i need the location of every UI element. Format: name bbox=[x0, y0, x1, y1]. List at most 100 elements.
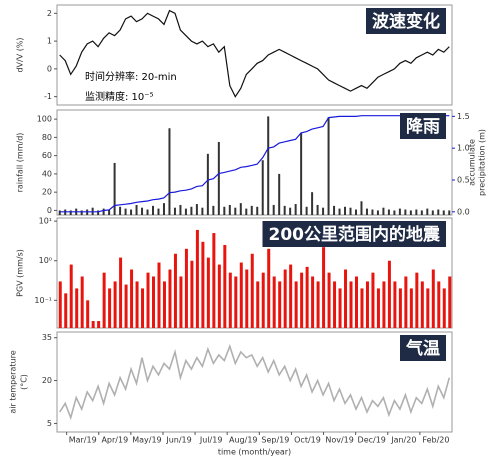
series-line bbox=[59, 343, 451, 421]
bar bbox=[294, 281, 298, 328]
x-tick-label: Jul/19 bbox=[199, 436, 223, 445]
bar bbox=[152, 205, 155, 215]
bar bbox=[267, 248, 271, 328]
bar bbox=[404, 209, 407, 215]
y-tick-label: 0 bbox=[47, 206, 52, 215]
bar bbox=[75, 288, 79, 328]
bar bbox=[398, 208, 401, 215]
bar bbox=[58, 281, 62, 328]
x-tick-label: Feb/20 bbox=[422, 436, 449, 445]
bar bbox=[316, 204, 319, 215]
bar bbox=[69, 264, 73, 328]
bar bbox=[119, 206, 122, 215]
bar bbox=[228, 204, 231, 215]
panel-frame bbox=[56, 4, 453, 106]
bar bbox=[404, 276, 408, 328]
panel-title: 波速变化 bbox=[372, 11, 440, 32]
bar bbox=[113, 162, 116, 215]
bar bbox=[289, 207, 292, 215]
bar bbox=[415, 272, 419, 328]
x-tick-label: Sep/19 bbox=[261, 436, 289, 445]
y-tick-label: 10¹ bbox=[39, 217, 52, 226]
bar bbox=[316, 281, 320, 328]
bar bbox=[360, 201, 363, 215]
bar bbox=[305, 206, 308, 215]
series-line bbox=[59, 115, 450, 213]
bar bbox=[146, 272, 150, 328]
bar bbox=[333, 205, 336, 215]
label-box-bg bbox=[262, 221, 446, 247]
x-axis-label: time (month/year) bbox=[218, 448, 291, 457]
bar bbox=[322, 247, 326, 328]
bar bbox=[420, 281, 424, 328]
y2-axis-label: precipitation (m) bbox=[478, 129, 487, 196]
bar bbox=[448, 210, 451, 215]
bar bbox=[283, 205, 286, 215]
x-tick-label: Apr/19 bbox=[101, 436, 128, 445]
panel-frame bbox=[56, 331, 453, 433]
bar bbox=[415, 209, 418, 215]
bar bbox=[371, 272, 375, 328]
bar bbox=[173, 207, 176, 215]
bar bbox=[190, 260, 194, 328]
y-tick-label: 100 bbox=[37, 115, 52, 124]
bar bbox=[272, 276, 276, 328]
bar bbox=[130, 209, 133, 215]
bar bbox=[69, 210, 72, 215]
bar bbox=[267, 116, 270, 215]
label-box-bg bbox=[366, 8, 446, 34]
y2-tick-label: 1.0 bbox=[457, 144, 470, 153]
bar bbox=[250, 205, 253, 215]
y-tick-label: 10⁻¹ bbox=[34, 296, 52, 305]
bar bbox=[393, 210, 396, 215]
bar bbox=[354, 209, 357, 215]
panel-frame bbox=[56, 217, 453, 329]
bar bbox=[376, 210, 379, 215]
bar bbox=[80, 210, 83, 215]
bar bbox=[431, 210, 434, 215]
bar bbox=[113, 281, 117, 328]
bar bbox=[409, 288, 413, 328]
bar bbox=[91, 321, 95, 328]
label-box: 降雨 bbox=[400, 113, 446, 139]
bar bbox=[294, 204, 297, 215]
bar bbox=[141, 288, 145, 328]
bar bbox=[300, 272, 304, 328]
y-tick-label: 20 bbox=[42, 188, 52, 197]
bar bbox=[382, 207, 385, 215]
bar bbox=[124, 208, 127, 215]
bar bbox=[437, 281, 441, 328]
y-tick-label: 35 bbox=[42, 333, 52, 342]
bar bbox=[245, 208, 248, 215]
y-tick-label: 2 bbox=[47, 9, 52, 18]
bar bbox=[349, 207, 352, 215]
x-tick-label: Jan/20 bbox=[390, 436, 416, 445]
bar bbox=[250, 253, 254, 328]
bar bbox=[338, 288, 342, 328]
bar bbox=[162, 281, 166, 328]
bar bbox=[442, 210, 445, 215]
bar bbox=[190, 206, 193, 215]
bar bbox=[344, 269, 348, 328]
bar bbox=[173, 253, 177, 328]
bar bbox=[278, 173, 281, 215]
bar bbox=[80, 276, 84, 328]
bar bbox=[409, 210, 412, 215]
bar bbox=[360, 288, 364, 328]
x-tick-label: May/19 bbox=[132, 436, 161, 445]
bar bbox=[152, 276, 156, 328]
bar bbox=[261, 272, 265, 328]
y-tick-label: 40 bbox=[42, 169, 52, 178]
bar bbox=[102, 208, 105, 215]
panel-title: 气温 bbox=[405, 338, 440, 359]
bar bbox=[333, 281, 337, 328]
label-box: 气温 bbox=[400, 335, 446, 361]
bar bbox=[349, 281, 353, 328]
bar bbox=[212, 233, 216, 328]
bar bbox=[327, 117, 330, 215]
y2-tick-label: 1.5 bbox=[457, 112, 470, 121]
bar bbox=[448, 276, 452, 328]
bar bbox=[217, 141, 220, 215]
bar bbox=[217, 264, 221, 328]
bar bbox=[184, 248, 188, 328]
